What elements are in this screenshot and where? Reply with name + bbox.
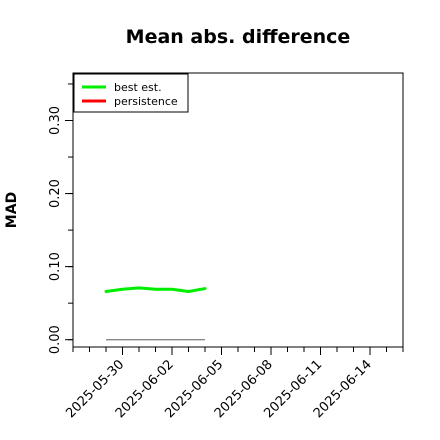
y-axis-label: MAD xyxy=(4,192,20,228)
y-axis: 0.00 0.10 0.20 0.30 xyxy=(48,83,73,354)
legend-box xyxy=(73,73,189,113)
legend-label: best est. xyxy=(114,81,162,94)
y-tick-label: 0.00 xyxy=(48,325,63,354)
y-tick-label: 0.20 xyxy=(48,179,63,208)
plot-lines xyxy=(104,286,207,341)
plot-border xyxy=(72,72,404,348)
y-tick-label: 0.30 xyxy=(48,106,63,135)
series-line-0 xyxy=(104,286,207,293)
chart-title: Mean abs. difference xyxy=(126,26,351,48)
y-tick-label: 0.10 xyxy=(48,252,63,281)
legend: best est.persistence xyxy=(73,73,189,113)
x-axis: 2025-05-302025-06-022025-06-052025-06-08… xyxy=(63,347,404,421)
legend-label: persistence xyxy=(114,95,178,108)
